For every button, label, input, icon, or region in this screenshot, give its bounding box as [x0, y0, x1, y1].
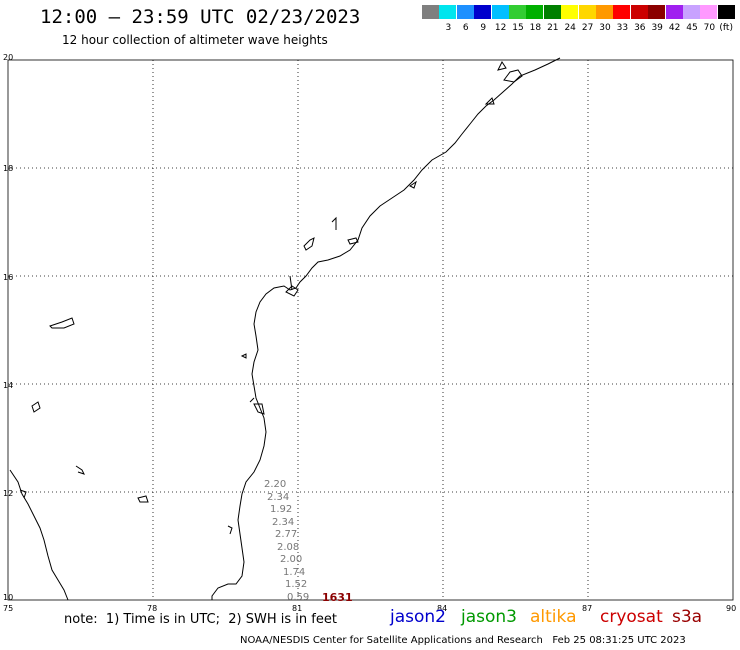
note-text: note: 1) Time is in UTC; 2) SWH is in fe… [64, 612, 337, 627]
lon-label: 81 [292, 604, 302, 613]
swh-value: 2.34 [267, 492, 289, 503]
map-title: 12:00 – 23:59 UTC 02/23/2023 [40, 6, 361, 28]
legend-swatch [456, 5, 474, 19]
legend-unit: (ft) [719, 23, 733, 33]
legend-swatch [578, 5, 596, 19]
satellite-cryosat-label: cryosat [600, 607, 663, 627]
legend-swatch [526, 5, 544, 19]
legend-label: 3 [445, 23, 452, 33]
lat-label: 10 [3, 593, 13, 602]
lon-label: 75 [3, 604, 13, 613]
legend-swatch [596, 5, 613, 19]
legend-label: 27 [581, 23, 594, 33]
legend-label: 70 [703, 23, 716, 33]
legend-swatch [422, 5, 439, 19]
lon-label: 78 [147, 604, 157, 613]
grid-lines [8, 60, 733, 600]
legend-swatch [561, 5, 579, 19]
legend-swatch [474, 5, 492, 19]
lon-label: 84 [437, 604, 447, 613]
legend-label: 42 [668, 23, 681, 33]
longitude-labels: 75 78 81 84 87 90 [3, 604, 736, 613]
lat-label: 18 [3, 164, 13, 173]
lat-label: 14 [3, 381, 13, 390]
footer-org: NOAA/NESDIS Center for Satellite Applica… [240, 635, 543, 646]
coastline [9, 57, 561, 601]
satellite-altika-label: altika [530, 607, 577, 627]
footer-timestamp: Feb 25 08:31:25 UTC 2023 [552, 635, 686, 646]
legend-label: 9 [480, 23, 487, 33]
swh-value: 1.92 [270, 504, 292, 515]
swh-value: 1.74 [283, 567, 305, 578]
legend-label: 39 [651, 23, 663, 33]
lat-label: 12 [3, 489, 13, 498]
legend-swatch [543, 5, 561, 19]
legend-swatch [491, 5, 509, 19]
swh-value: 2.20 [264, 479, 286, 490]
swh-value: 1.52 [285, 579, 307, 590]
legend-label: 12 [494, 23, 507, 33]
legend-label: 6 [462, 23, 469, 33]
satellite-jason3-label: jason3 [461, 607, 517, 627]
legend-swatch [613, 5, 631, 19]
map-subtitle: 12 hour collection of altimeter wave hei… [62, 33, 328, 47]
legend-label: 30 [599, 23, 611, 33]
swh-value: 0.59 [287, 592, 309, 603]
lat-label: 20 [3, 53, 13, 62]
swh-value: 2.77 [275, 529, 297, 540]
lat-label: 16 [3, 273, 13, 282]
legend-swatch [648, 5, 666, 19]
swh-value: 2.00 [280, 554, 302, 565]
legend-swatch [683, 5, 700, 19]
latitude-labels: 20 18 16 14 12 10 [3, 53, 13, 602]
swh-value: 2.34 [272, 517, 294, 528]
satellite-s3a-label: s3a [672, 607, 703, 627]
legend-label: 33 [616, 23, 629, 33]
footer-credit: NOAA/NESDIS Center for Satellite Applica… [240, 635, 686, 646]
lon-label: 90 [726, 604, 736, 613]
legend-label: 36 [634, 23, 646, 33]
lon-label: 87 [582, 604, 592, 613]
legend-label: 18 [529, 23, 542, 33]
swh-value: 2.08 [277, 542, 299, 553]
legend-swatch [630, 5, 648, 19]
pass-time-marker: 1631 [322, 591, 353, 604]
legend-label: 24 [564, 23, 576, 33]
map-frame [7, 59, 734, 601]
legend-swatch [717, 5, 735, 19]
legend-swatch [700, 5, 718, 19]
satellite-jason2-label: jason2 [390, 607, 446, 627]
legend-label: 45 [686, 23, 698, 33]
legend-swatch [439, 5, 457, 19]
swh-readings: 2.20 2.34 1.92 2.34 2.77 2.08 2.00 1.74 … [264, 479, 309, 603]
legend-label: 21 [547, 23, 559, 33]
legend-swatch [509, 5, 526, 19]
legend-label: 15 [512, 23, 524, 33]
legend-swatch [665, 5, 683, 19]
